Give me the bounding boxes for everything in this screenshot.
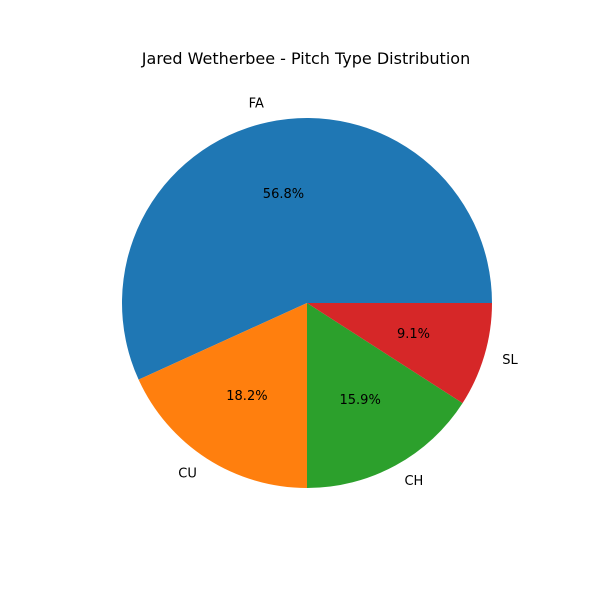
pie-slice-ch — [307, 303, 463, 489]
percent-label-sl: 9.1% — [397, 327, 430, 342]
slice-label-fa: FA — [249, 97, 264, 112]
pie-slice-cu — [138, 303, 307, 488]
pie-slice-sl — [307, 303, 492, 404]
slice-label-sl: SL — [502, 353, 518, 368]
percent-label-fa: 56.8% — [263, 187, 304, 202]
pie-labels: FA 56.8% CU 18.2% CH 15.9% SL 9.1% — [178, 97, 518, 490]
percent-label-cu: 18.2% — [226, 389, 267, 404]
slice-label-ch: CH — [404, 474, 423, 489]
percent-label-ch: 15.9% — [340, 393, 381, 408]
slice-label-cu: CU — [178, 467, 197, 482]
pie-slice-fa — [122, 118, 493, 380]
chart-title: Jared Wetherbee - Pitch Type Distributio… — [141, 49, 470, 68]
pie-slices — [122, 118, 493, 489]
